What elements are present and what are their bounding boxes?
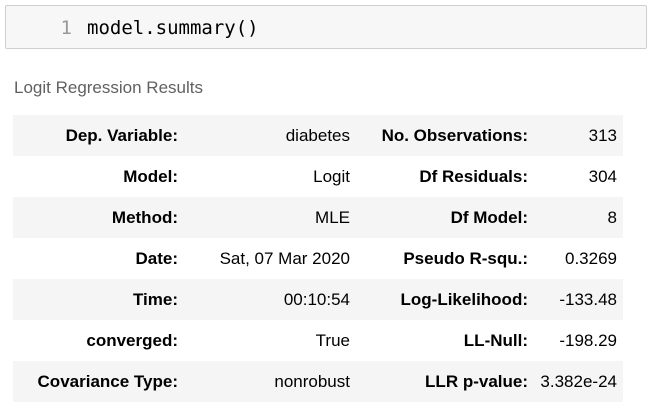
row-label-left: Time:	[13, 279, 190, 320]
row-label-left: converged:	[13, 320, 190, 361]
row-label-right: LLR p-value:	[356, 361, 540, 402]
row-value-right: 0.3269	[540, 238, 623, 279]
row-label-right: Df Residuals:	[356, 156, 540, 197]
row-label-right: LL-Null:	[356, 320, 540, 361]
row-label-left: Date:	[13, 238, 190, 279]
row-value-left: 00:10:54	[190, 279, 356, 320]
row-label-left: Method:	[13, 197, 190, 238]
table-row: Method: MLE Df Model: 8	[13, 197, 623, 238]
table-row: Time: 00:10:54 Log-Likelihood: -133.48	[13, 279, 623, 320]
row-value-right: 313	[540, 115, 623, 156]
code-cell[interactable]: 1 model.summary()	[5, 5, 647, 49]
row-label-right: Df Model:	[356, 197, 540, 238]
row-value-right: -198.29	[540, 320, 623, 361]
table-row: Model: Logit Df Residuals: 304	[13, 156, 623, 197]
row-label-left: Model:	[13, 156, 190, 197]
row-value-left: nonrobust	[190, 361, 356, 402]
row-label-right: Pseudo R-squ.:	[356, 238, 540, 279]
row-value-right: 8	[540, 197, 623, 238]
row-value-left: Sat, 07 Mar 2020	[190, 238, 356, 279]
table-row: converged: True LL-Null: -198.29	[13, 320, 623, 361]
row-value-left: True	[190, 320, 356, 361]
row-label-left: Dep. Variable:	[13, 115, 190, 156]
row-value-left: diabetes	[190, 115, 356, 156]
row-value-left: Logit	[190, 156, 356, 197]
regression-summary-table: Dep. Variable: diabetes No. Observations…	[13, 115, 623, 402]
row-value-left: MLE	[190, 197, 356, 238]
table-row: Covariance Type: nonrobust LLR p-value: …	[13, 361, 623, 402]
row-value-right: -133.48	[540, 279, 623, 320]
table-row: Date: Sat, 07 Mar 2020 Pseudo R-squ.: 0.…	[13, 238, 623, 279]
row-value-right: 3.382e-24	[540, 361, 623, 402]
row-value-right: 304	[540, 156, 623, 197]
row-label-right: Log-Likelihood:	[356, 279, 540, 320]
table-row: Dep. Variable: diabetes No. Observations…	[13, 115, 623, 156]
line-number: 1	[60, 17, 72, 39]
results-caption: Logit Regression Results	[14, 78, 203, 97]
row-label-right: No. Observations:	[356, 115, 540, 156]
row-label-left: Covariance Type:	[13, 361, 190, 402]
code-text[interactable]: model.summary()	[87, 17, 259, 39]
